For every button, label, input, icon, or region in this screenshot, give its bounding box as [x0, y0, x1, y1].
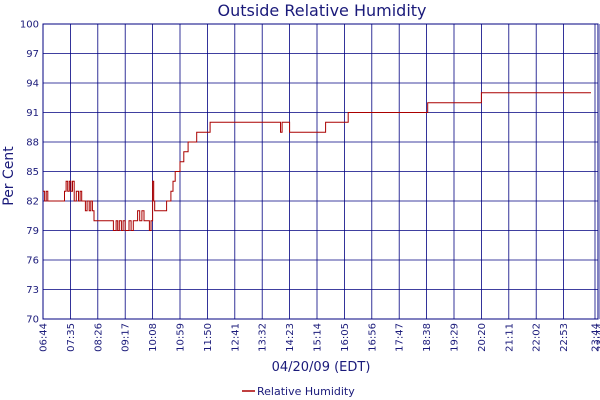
y-tick-label: 70: [26, 315, 39, 326]
y-tick-label: 91: [26, 108, 39, 119]
x-tick-label: 13:32: [258, 323, 269, 352]
x-tick-label: 18:38: [422, 323, 433, 352]
x-axis-label: 04/20/09 (EDT): [272, 360, 371, 375]
y-tick-label: 85: [26, 167, 39, 178]
y-tick-label: 76: [26, 256, 39, 267]
x-tick-label: 10:59: [176, 323, 187, 352]
x-tick-label: 07:35: [66, 323, 77, 352]
x-tick-label: 19:29: [450, 323, 461, 352]
x-tick-label: 08:26: [93, 323, 104, 352]
x-tick-label: 11:50: [203, 323, 214, 352]
y-tick-label: 73: [26, 285, 39, 296]
y-axis-label: Per Cent: [1, 146, 17, 206]
x-tick-label: 06:44: [39, 323, 50, 352]
chart-title: Outside Relative Humidity: [217, 1, 426, 20]
y-tick-label: 88: [26, 138, 39, 149]
x-tick-label: 20:20: [477, 323, 488, 352]
y-tick-label: 94: [26, 79, 39, 90]
x-tick-label: 23:44: [591, 323, 600, 352]
x-tick-labels: 06:44 07:35 08:26 09:17 10:08 10:59 11:50 12:41…: [39, 323, 600, 352]
x-tick-label: 15:14: [313, 323, 324, 352]
x-tick-label: 14:23: [285, 323, 296, 352]
x-tick-label: 22:53: [559, 323, 570, 352]
y-tick-label: 82: [26, 197, 39, 208]
legend: Relative Humidity: [242, 385, 355, 398]
x-tick-label: 21:11: [504, 323, 515, 352]
x-tick-label: 16:05: [340, 323, 351, 352]
x-tick-label: 12:41: [230, 323, 241, 352]
grid-lines: [42, 23, 600, 320]
y-tick-labels: 70 73 76 79 82 85 88 91 94 97 100: [20, 20, 39, 326]
y-tick-label: 97: [26, 49, 39, 60]
x-tick-label: 17:47: [395, 323, 406, 352]
series-line-relative-humidity: [43, 92, 591, 231]
x-tick-label: 22:02: [532, 323, 543, 352]
y-tick-label: 79: [26, 226, 39, 237]
x-tick-label: 09:17: [121, 323, 132, 352]
x-tick-label: 16:56: [367, 323, 378, 352]
plot-frame: [42, 23, 599, 320]
legend-label: Relative Humidity: [257, 385, 355, 398]
x-tick-label: 23:44: [596, 323, 600, 352]
x-tick-label: 10:08: [148, 323, 159, 352]
y-tick-label: 100: [20, 20, 39, 31]
